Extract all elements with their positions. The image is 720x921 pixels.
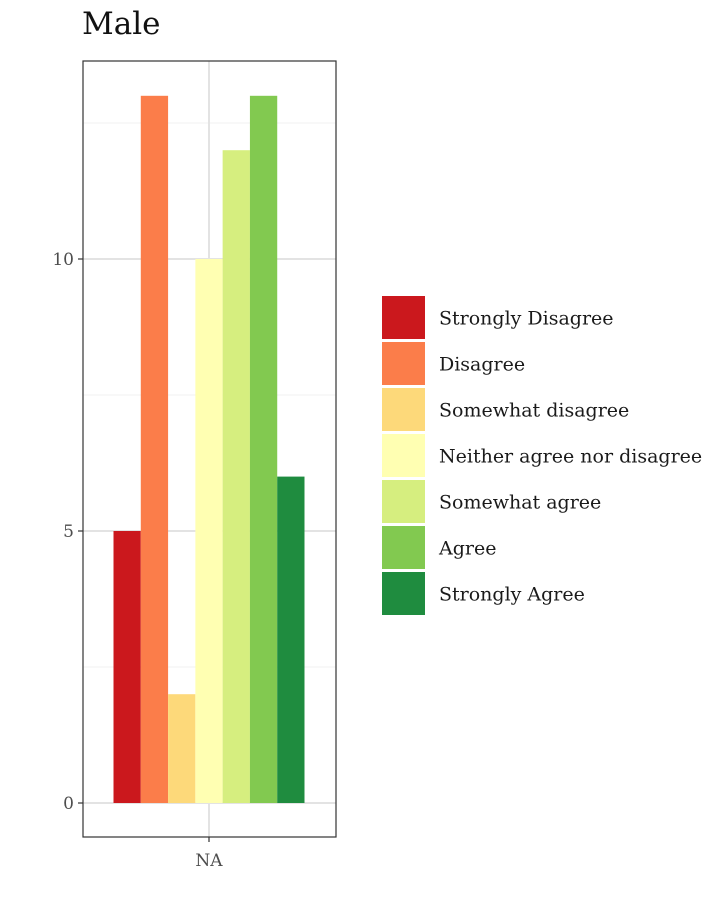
- chart-title: Male: [82, 6, 161, 42]
- bar: [168, 694, 196, 803]
- legend-key: [382, 296, 425, 339]
- y-tick-label: 10: [52, 250, 74, 270]
- legend-label: Somewhat disagree: [439, 400, 629, 422]
- legend-label: Disagree: [439, 354, 525, 376]
- legend-key: [382, 572, 425, 615]
- legend-label: Strongly Disagree: [439, 308, 614, 330]
- legend-key: [382, 434, 425, 477]
- bar: [140, 95, 169, 804]
- legend-label: Agree: [438, 538, 496, 560]
- legend-key: [382, 526, 425, 569]
- bar: [113, 531, 141, 803]
- legend-key: [382, 388, 425, 431]
- bar: [195, 259, 223, 803]
- bars: [113, 95, 305, 804]
- legend-key: [382, 342, 425, 385]
- legend-key: [382, 480, 425, 523]
- legend: Strongly Disagree Disagree Somewhat disagr…: [382, 296, 702, 615]
- legend-label: Somewhat agree: [439, 492, 601, 514]
- legend-label: Strongly Agree: [439, 584, 585, 606]
- bar: [249, 95, 278, 804]
- bar: [277, 476, 305, 803]
- y-tick-label: 0: [63, 794, 74, 814]
- x-tick-label: NA: [195, 851, 223, 871]
- legend-label: Neither agree nor disagree: [439, 446, 702, 468]
- bar: [222, 150, 250, 803]
- axes: 0 5 10 NA: [52, 250, 223, 871]
- y-tick-label: 5: [63, 522, 74, 542]
